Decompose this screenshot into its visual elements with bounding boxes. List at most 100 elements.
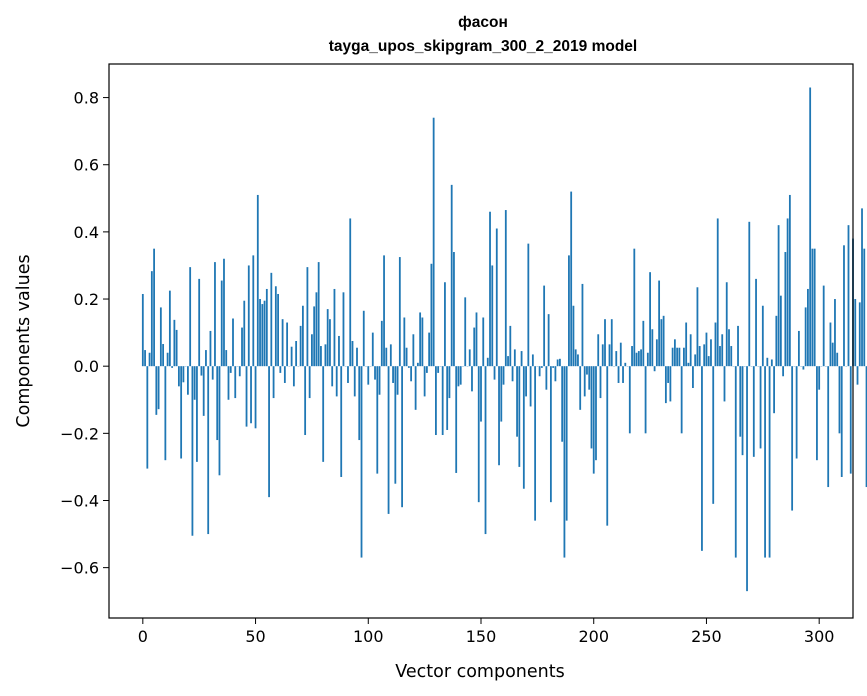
bar xyxy=(689,334,692,367)
bar xyxy=(728,329,730,367)
bar xyxy=(707,356,710,367)
bar xyxy=(329,319,331,367)
bar xyxy=(725,282,728,367)
bar xyxy=(676,347,679,367)
bar xyxy=(685,322,688,367)
bar xyxy=(703,344,706,367)
bar xyxy=(737,325,739,367)
bar xyxy=(396,366,399,395)
bar xyxy=(723,366,726,402)
bar xyxy=(159,307,162,367)
bar xyxy=(577,354,579,367)
bar xyxy=(428,332,431,367)
bar xyxy=(175,329,178,367)
bar xyxy=(644,366,647,434)
bar xyxy=(385,347,388,367)
bar xyxy=(274,286,277,367)
y-tick-label: 0.0 xyxy=(74,357,99,376)
x-tick-label: 200 xyxy=(578,627,609,646)
bar xyxy=(579,366,582,410)
bar xyxy=(412,334,415,367)
bar xyxy=(340,366,343,477)
bar xyxy=(696,287,699,367)
bar xyxy=(552,366,555,368)
bar xyxy=(770,359,773,367)
bar xyxy=(493,366,496,380)
bar xyxy=(290,346,293,367)
chart-title: фасон xyxy=(458,14,508,31)
bar xyxy=(378,366,381,395)
bar xyxy=(227,366,230,400)
bar xyxy=(308,366,311,399)
bar xyxy=(547,314,550,367)
bar xyxy=(739,366,742,437)
bar xyxy=(653,366,656,372)
bar xyxy=(604,319,606,367)
bar xyxy=(617,366,620,383)
bar xyxy=(247,265,250,367)
bar xyxy=(590,366,593,449)
bar xyxy=(509,325,512,367)
bar xyxy=(615,351,618,367)
bar xyxy=(471,366,473,392)
bar xyxy=(177,366,180,387)
bar xyxy=(437,366,440,373)
bar xyxy=(419,312,422,367)
bar xyxy=(223,258,225,367)
bar xyxy=(196,366,198,462)
bar xyxy=(153,248,155,367)
bar xyxy=(459,366,462,385)
bar xyxy=(504,210,507,367)
bar xyxy=(155,366,158,415)
bar xyxy=(513,349,516,367)
bar xyxy=(624,362,627,367)
y-tick-label: 0.2 xyxy=(74,290,99,309)
bar xyxy=(570,191,573,367)
bar xyxy=(701,366,703,551)
bar xyxy=(858,302,861,367)
bar xyxy=(480,366,482,422)
bar xyxy=(687,362,690,367)
bar xyxy=(529,366,532,407)
bar xyxy=(468,349,471,367)
bar xyxy=(764,366,766,558)
bar xyxy=(362,310,365,367)
bar xyxy=(180,366,183,459)
bar xyxy=(574,349,577,367)
bar xyxy=(694,354,697,367)
bar xyxy=(811,248,814,367)
bar xyxy=(678,347,681,367)
bar xyxy=(741,366,744,456)
bar xyxy=(809,87,812,367)
bar xyxy=(779,295,782,367)
bar xyxy=(380,320,383,367)
y-tick-label: 0.4 xyxy=(74,223,99,242)
bar xyxy=(281,319,284,367)
bar xyxy=(398,257,401,367)
bar xyxy=(816,366,818,461)
bar xyxy=(410,366,413,382)
bar xyxy=(326,309,329,367)
bar xyxy=(148,352,151,367)
bar xyxy=(448,366,451,399)
bar xyxy=(538,366,541,377)
bar xyxy=(592,366,595,474)
bar xyxy=(376,366,379,474)
bar xyxy=(642,320,645,367)
bar xyxy=(311,334,313,367)
bar xyxy=(655,339,658,367)
bar xyxy=(698,346,701,367)
bar xyxy=(829,322,832,367)
bar xyxy=(306,267,309,367)
x-axis-label: Vector components xyxy=(395,662,564,682)
bar xyxy=(486,357,489,367)
bar xyxy=(777,225,780,367)
bar xyxy=(144,350,146,367)
bar xyxy=(531,354,534,367)
bar xyxy=(444,282,446,367)
bar xyxy=(716,218,719,367)
bar xyxy=(450,184,453,367)
bar xyxy=(207,366,210,535)
bar xyxy=(358,366,361,441)
bar xyxy=(333,288,336,367)
